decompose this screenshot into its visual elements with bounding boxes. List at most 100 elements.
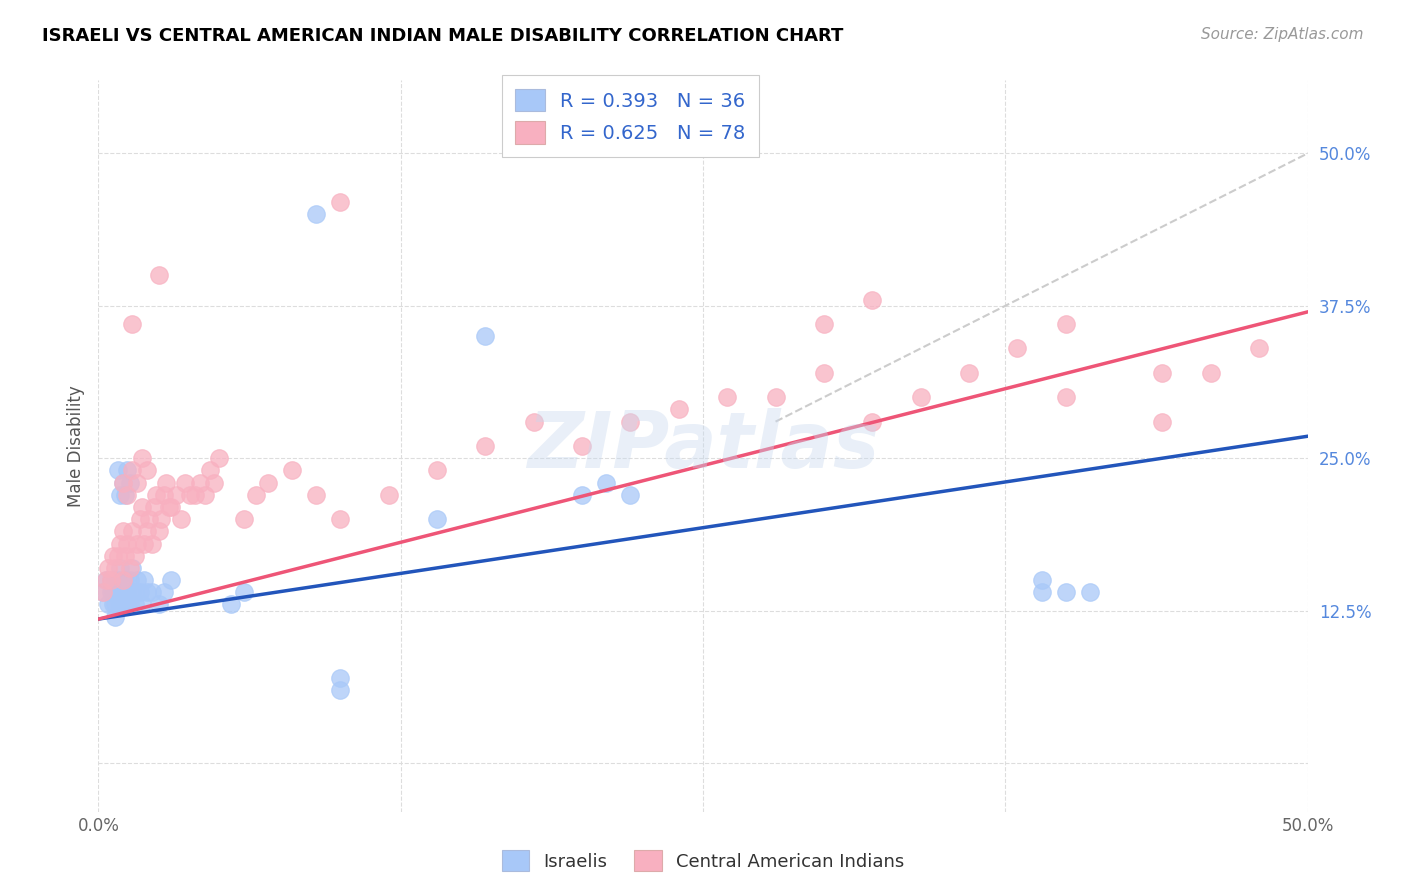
Point xyxy=(198,463,221,477)
Point xyxy=(813,366,835,380)
Point xyxy=(329,671,352,685)
Text: Source: ZipAtlas.com: Source: ZipAtlas.com xyxy=(1201,27,1364,42)
Point xyxy=(91,585,114,599)
Point xyxy=(1054,585,1077,599)
Point xyxy=(94,573,117,587)
Text: ISRAELI VS CENTRAL AMERICAN INDIAN MALE DISABILITY CORRELATION CHART: ISRAELI VS CENTRAL AMERICAN INDIAN MALE … xyxy=(42,27,844,45)
Point xyxy=(111,585,134,599)
Point xyxy=(128,585,150,599)
Point xyxy=(118,475,141,490)
Point xyxy=(221,598,243,612)
Point xyxy=(1054,390,1077,404)
Point xyxy=(174,475,197,490)
Point xyxy=(114,598,136,612)
Point xyxy=(141,536,163,550)
Point xyxy=(426,512,449,526)
Point xyxy=(124,598,146,612)
Point xyxy=(619,488,641,502)
Point xyxy=(117,536,139,550)
Point xyxy=(118,573,141,587)
Point xyxy=(152,488,174,502)
Point xyxy=(108,598,131,612)
Point xyxy=(134,573,156,587)
Point xyxy=(1152,366,1174,380)
Y-axis label: Male Disability: Male Disability xyxy=(66,385,84,507)
Point xyxy=(1152,415,1174,429)
Point xyxy=(121,524,143,539)
Point xyxy=(94,573,117,587)
Point xyxy=(114,488,136,502)
Point xyxy=(1031,573,1053,587)
Point xyxy=(155,475,177,490)
Point xyxy=(957,366,980,380)
Point xyxy=(141,585,163,599)
Point xyxy=(131,500,153,514)
Point xyxy=(860,415,883,429)
Point xyxy=(184,488,207,502)
Point xyxy=(118,561,141,575)
Point xyxy=(1007,342,1029,356)
Point xyxy=(108,488,131,502)
Point xyxy=(1054,317,1077,331)
Point xyxy=(111,475,134,490)
Point xyxy=(131,598,153,612)
Point xyxy=(101,598,124,612)
Point xyxy=(100,573,122,587)
Point xyxy=(124,585,146,599)
Point xyxy=(232,512,254,526)
Point xyxy=(208,451,231,466)
Point xyxy=(135,585,157,599)
Point xyxy=(104,609,127,624)
Point xyxy=(813,317,835,331)
Point xyxy=(135,463,157,477)
Point xyxy=(188,475,211,490)
Point xyxy=(114,549,136,563)
Point xyxy=(204,475,226,490)
Point xyxy=(104,598,127,612)
Point xyxy=(108,536,131,550)
Point xyxy=(134,536,156,550)
Point xyxy=(571,439,593,453)
Point xyxy=(117,488,139,502)
Point xyxy=(91,585,114,599)
Point xyxy=(114,573,136,587)
Point xyxy=(97,561,120,575)
Point xyxy=(107,585,129,599)
Point xyxy=(107,549,129,563)
Point xyxy=(111,475,134,490)
Point xyxy=(256,475,278,490)
Point xyxy=(245,488,267,502)
Point xyxy=(100,573,122,587)
Point xyxy=(124,549,146,563)
Point xyxy=(860,293,883,307)
Point xyxy=(121,561,143,575)
Point xyxy=(179,488,201,502)
Point xyxy=(101,549,124,563)
Point xyxy=(232,585,254,599)
Point xyxy=(138,512,160,526)
Point xyxy=(150,512,173,526)
Point xyxy=(117,585,139,599)
Point xyxy=(329,682,352,697)
Point xyxy=(104,573,127,587)
Point xyxy=(377,488,399,502)
Point xyxy=(111,573,134,587)
Point xyxy=(131,451,153,466)
Point xyxy=(305,207,328,221)
Point xyxy=(121,585,143,599)
Point xyxy=(157,500,180,514)
Point xyxy=(143,500,166,514)
Point xyxy=(117,463,139,477)
Point xyxy=(148,598,170,612)
Point xyxy=(169,512,191,526)
Point xyxy=(148,524,170,539)
Point xyxy=(107,573,129,587)
Legend: Israelis, Central American Indians: Israelis, Central American Indians xyxy=(495,843,911,879)
Point xyxy=(117,598,139,612)
Point xyxy=(1078,585,1101,599)
Point xyxy=(127,475,149,490)
Point xyxy=(619,415,641,429)
Point xyxy=(329,512,352,526)
Point xyxy=(1199,366,1222,380)
Point xyxy=(111,524,134,539)
